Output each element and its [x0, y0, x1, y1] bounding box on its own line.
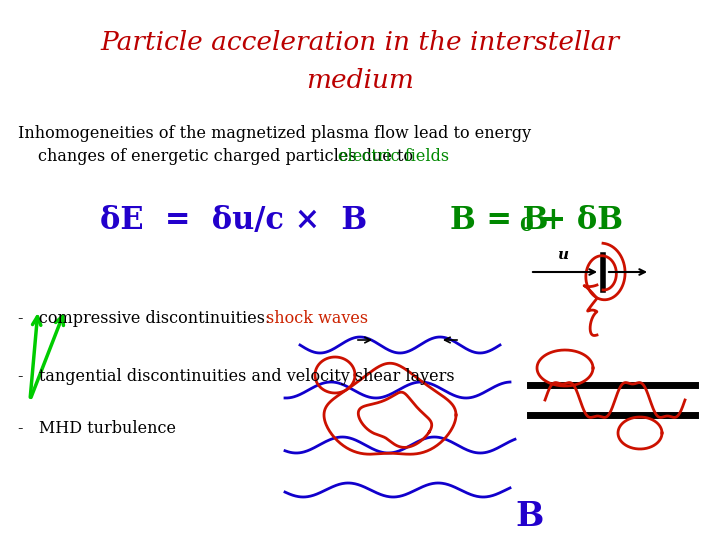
Text: changes of energetic charged particles due to: changes of energetic charged particles d… [38, 148, 418, 165]
Text: -   MHD turbulence: - MHD turbulence [18, 420, 176, 437]
Text: + δB: + δB [530, 205, 623, 236]
Text: B = B: B = B [450, 205, 549, 236]
Text: B: B [515, 500, 544, 533]
Text: medium: medium [306, 68, 414, 93]
Text: shock waves: shock waves [266, 310, 368, 327]
Text: δE  =  δu/c ×  B: δE = δu/c × B [100, 205, 367, 236]
Text: electric fields: electric fields [338, 148, 449, 165]
Text: Particle acceleration in the interstellar: Particle acceleration in the interstella… [100, 30, 620, 55]
Text: u: u [557, 248, 569, 262]
Text: Inhomogeneities of the magnetized plasma flow lead to energy: Inhomogeneities of the magnetized plasma… [18, 125, 531, 142]
Text: -   compressive discontinuities:: - compressive discontinuities: [18, 310, 276, 327]
Text: -   tangential discontinuities and velocity shear layers: - tangential discontinuities and velocit… [18, 368, 454, 385]
Text: 0: 0 [519, 217, 533, 235]
